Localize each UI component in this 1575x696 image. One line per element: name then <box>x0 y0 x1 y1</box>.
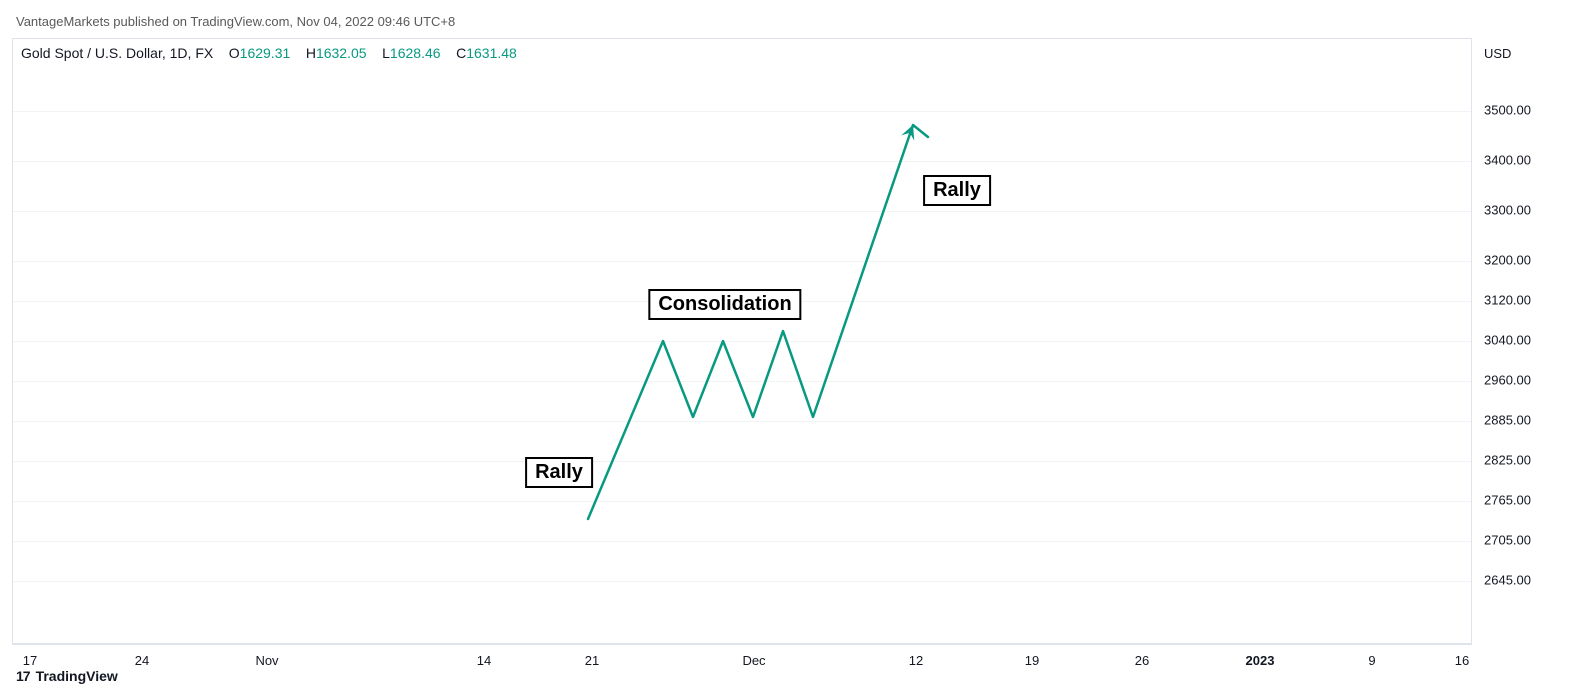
ohlc-high: 1632.05 <box>316 45 367 61</box>
x-tick-label: 14 <box>477 653 491 668</box>
y-tick-label: 2705.00 <box>1484 533 1531 548</box>
x-tick-label: 9 <box>1368 653 1375 668</box>
tradingview-logo-icon: 17 <box>16 668 30 684</box>
x-tick-label: 17 <box>23 653 37 668</box>
gridline <box>13 111 1471 112</box>
y-axis-unit: USD <box>1484 46 1511 61</box>
gridline <box>13 541 1471 542</box>
gridline <box>13 501 1471 502</box>
y-tick-label: 3400.00 <box>1484 153 1531 168</box>
brand-label: TradingView <box>36 668 118 684</box>
y-tick-label: 2885.00 <box>1484 413 1531 428</box>
symbol-info-row: Gold Spot / U.S. Dollar, 1D, FX O1629.31… <box>21 45 517 61</box>
y-axis[interactable]: USD 3500.00 3400.00 3300.00 3200.00 3120.00 3… <box>1476 38 1556 644</box>
y-tick-label: 3500.00 <box>1484 103 1531 118</box>
tradingview-brand[interactable]: 17 TradingView <box>16 668 118 684</box>
gridline <box>13 581 1471 582</box>
x-tick-label: Nov <box>255 653 278 668</box>
x-tick-label: 24 <box>135 653 149 668</box>
x-axis[interactable]: 17 24 Nov 14 21 Dec 12 19 26 2023 9 16 <box>12 644 1472 674</box>
y-tick-label: 2765.00 <box>1484 493 1531 508</box>
ohlc-close: 1631.48 <box>466 45 517 61</box>
x-tick-label: 26 <box>1135 653 1149 668</box>
gridline <box>13 161 1471 162</box>
y-tick-label: 2825.00 <box>1484 453 1531 468</box>
gridline <box>13 341 1471 342</box>
attribution-text: VantageMarkets published on TradingView.… <box>16 14 455 29</box>
y-tick-label: 3200.00 <box>1484 253 1531 268</box>
x-tick-label: 2023 <box>1246 653 1275 668</box>
x-tick-label: Dec <box>742 653 765 668</box>
annotation-label[interactable]: Consolidation <box>648 289 801 320</box>
gridline <box>13 211 1471 212</box>
annotation-label[interactable]: Rally <box>923 175 991 206</box>
y-tick-label: 3040.00 <box>1484 333 1531 348</box>
x-tick-label: 16 <box>1455 653 1469 668</box>
gridline <box>13 261 1471 262</box>
y-tick-label: 3120.00 <box>1484 293 1531 308</box>
x-tick-label: 21 <box>585 653 599 668</box>
ohlc-open: 1629.31 <box>240 45 291 61</box>
ohlc-low: 1628.46 <box>390 45 441 61</box>
symbol-interval: 1D <box>170 45 188 61</box>
gridline <box>13 461 1471 462</box>
annotation-label[interactable]: Rally <box>525 457 593 488</box>
chart-frame[interactable]: Gold Spot / U.S. Dollar, 1D, FX O1629.31… <box>12 38 1472 644</box>
y-tick-label: 3300.00 <box>1484 203 1531 218</box>
y-tick-label: 2645.00 <box>1484 573 1531 588</box>
x-tick-label: 19 <box>1025 653 1039 668</box>
x-tick-label: 12 <box>909 653 923 668</box>
symbol-exchange: FX <box>195 45 213 61</box>
y-tick-label: 2960.00 <box>1484 373 1531 388</box>
gridline <box>13 421 1471 422</box>
symbol-name: Gold Spot / U.S. Dollar <box>21 45 162 61</box>
gridline <box>13 381 1471 382</box>
